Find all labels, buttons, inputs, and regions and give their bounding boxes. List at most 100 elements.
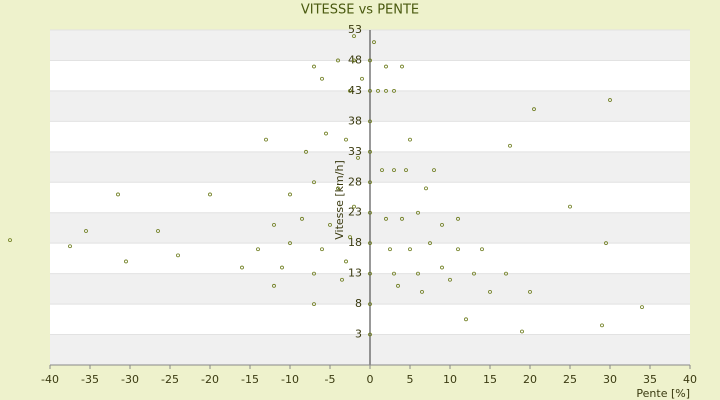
point — [392, 168, 396, 172]
point — [312, 271, 316, 276]
point — [416, 210, 420, 215]
point — [368, 241, 372, 246]
point — [368, 58, 372, 63]
point — [156, 229, 160, 233]
point — [368, 332, 372, 337]
point — [384, 216, 388, 221]
point — [288, 192, 292, 197]
y-tick-label: 53 — [348, 23, 362, 36]
point — [352, 34, 356, 38]
point — [352, 204, 356, 209]
point — [360, 76, 364, 81]
point — [568, 204, 572, 209]
point — [392, 271, 396, 276]
point — [368, 119, 372, 124]
x-tick-label: -40 — [41, 373, 59, 386]
point — [344, 259, 348, 264]
point — [208, 192, 212, 197]
point — [392, 89, 396, 93]
x-tick-label: 15 — [483, 373, 497, 386]
y-tick-label: 23 — [348, 206, 362, 219]
point — [472, 271, 476, 276]
x-tick-label: -10 — [281, 373, 299, 386]
point — [176, 253, 180, 258]
point — [352, 58, 356, 63]
point — [280, 265, 284, 270]
point — [400, 216, 404, 221]
point — [312, 302, 316, 306]
point — [368, 271, 372, 276]
point — [604, 241, 608, 246]
point — [376, 89, 380, 93]
point — [448, 277, 452, 282]
point — [324, 131, 328, 136]
point — [368, 149, 372, 154]
point — [488, 290, 492, 294]
y-tick-label: 38 — [348, 114, 362, 127]
point — [264, 137, 268, 142]
point — [404, 168, 408, 172]
point — [320, 76, 324, 81]
point — [416, 271, 420, 276]
point — [428, 241, 432, 246]
point — [408, 247, 412, 252]
point — [384, 89, 388, 93]
point — [340, 277, 344, 282]
point — [388, 247, 392, 252]
point — [240, 265, 244, 270]
y-axis-label: Vitesse [km/h] — [333, 160, 346, 240]
point — [8, 238, 12, 243]
point — [68, 244, 72, 249]
point — [456, 216, 460, 221]
x-tick-label: -15 — [241, 373, 259, 386]
point — [256, 247, 260, 252]
point — [504, 271, 508, 276]
point — [420, 290, 424, 294]
point — [368, 302, 372, 306]
point — [312, 180, 316, 185]
point — [432, 168, 436, 172]
x-tick-label: -20 — [201, 373, 219, 386]
point — [320, 247, 324, 252]
point — [348, 89, 352, 93]
x-tick-label: -25 — [161, 373, 179, 386]
point — [124, 259, 128, 264]
point — [508, 143, 512, 148]
x-tick-label: 35 — [643, 373, 657, 386]
x-tick-label: 10 — [443, 373, 457, 386]
point — [384, 64, 388, 69]
x-axis-label: Pente [%] — [636, 387, 690, 400]
point — [304, 149, 308, 154]
point — [84, 229, 88, 233]
point — [368, 89, 372, 93]
y-tick-label: 18 — [348, 236, 362, 249]
y-tick-label: 13 — [348, 267, 362, 280]
x-tick-label: 25 — [563, 373, 577, 386]
point — [380, 168, 384, 172]
point — [408, 137, 412, 142]
point — [400, 64, 404, 69]
point — [520, 329, 524, 334]
point — [600, 323, 604, 328]
x-tick-label: 5 — [407, 373, 414, 386]
point — [336, 58, 340, 63]
point — [528, 290, 532, 294]
point — [300, 216, 304, 221]
x-tick-label: -35 — [81, 373, 99, 386]
point — [336, 186, 340, 191]
x-tick-label: 40 — [683, 373, 697, 386]
point — [464, 317, 468, 322]
point — [368, 180, 372, 185]
y-tick-label: 33 — [348, 145, 362, 158]
point — [328, 223, 332, 227]
point — [456, 247, 460, 252]
point — [372, 40, 376, 45]
point — [272, 283, 276, 288]
point — [532, 107, 536, 112]
point — [368, 210, 372, 215]
y-tick-label: 28 — [348, 175, 362, 188]
x-tick-label: 20 — [523, 373, 537, 386]
y-tick-label: 43 — [348, 84, 362, 97]
point — [424, 186, 428, 191]
